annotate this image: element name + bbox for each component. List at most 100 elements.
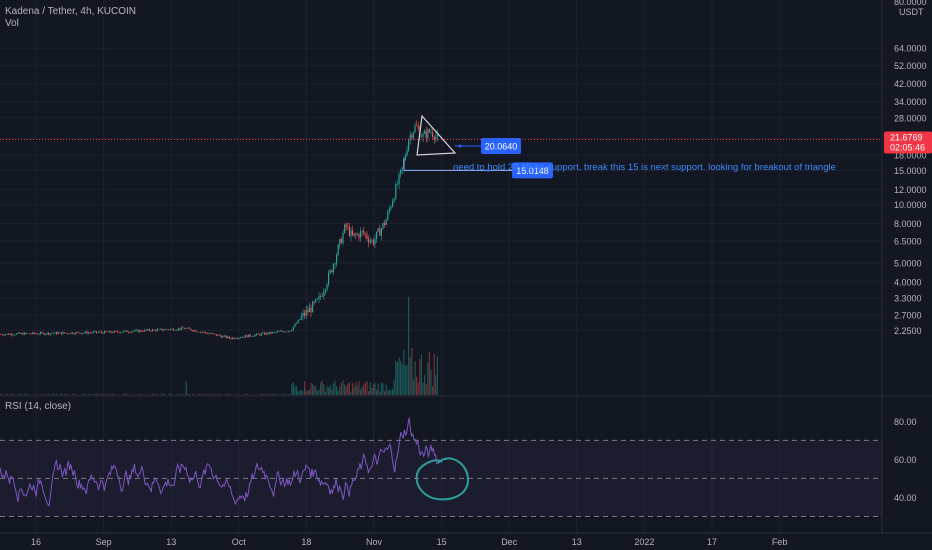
volume-indicator-label[interactable]: Vol [5,18,19,29]
candle-body [420,136,422,138]
candle-body [187,327,189,329]
candle-body [100,331,102,333]
volume-bar [89,394,91,395]
volume-bar [300,389,302,395]
volume-bar [412,379,414,395]
symbol-title[interactable]: Kadena / Tether, 4h, KUCOIN [5,6,137,17]
volume-bar [308,389,310,395]
volume-bar [108,394,110,395]
candle-body [201,331,203,333]
candle-body [251,336,253,337]
candle-body [302,312,304,316]
volume-bar [92,394,94,395]
candle-body [288,330,290,332]
volume-bar [422,382,424,395]
candle-body [256,333,258,335]
candle-body [142,331,144,332]
candle-body [195,330,197,332]
candle-body [360,231,362,238]
candle-body [326,284,328,290]
candle-body [97,332,99,333]
candle-body [67,333,69,334]
volume-bar [129,394,131,395]
candle-body [284,331,286,333]
currency-label: USDT [899,7,924,17]
volume-bar [246,393,248,395]
candle-body [347,226,349,228]
candle-body [161,328,163,331]
price-tick-label: 52.0000 [894,61,927,71]
volume-bar [137,394,139,395]
volume-bar [182,394,184,395]
volume-bar [260,393,262,395]
volume-bar [6,393,8,395]
volume-bar [385,384,387,395]
candle-body [92,331,94,333]
volume-bar [316,390,318,395]
candle-body [416,125,418,126]
candle-body [41,332,43,333]
candle-body [184,328,186,330]
candle-body [233,337,235,339]
time-tick-label: 16 [31,537,41,547]
volume-bar [33,394,35,395]
volume-bar [403,349,405,395]
candle-body [160,328,162,330]
candle-body [43,332,45,335]
volume-bar [417,382,419,395]
candle-body [377,228,379,232]
volume-bar [0,394,2,395]
candle-body [137,329,139,332]
candle-body [217,334,219,336]
volume-bar [360,389,362,395]
price-tick-label: 12.0000 [894,185,927,195]
volume-bar [401,364,403,395]
candle-body [337,244,339,255]
volume-bar [315,385,317,395]
candle-body [404,155,406,161]
candle-body [94,331,96,332]
candle-body [0,334,2,335]
candle-body [204,331,206,333]
volume-bar [24,393,26,395]
candle-body [59,332,61,333]
candle-body [225,335,227,338]
candle-body [324,289,326,292]
candle-body [232,337,234,339]
volume-bar [9,394,11,395]
rsi-indicator-label[interactable]: RSI (14, close) [5,401,72,412]
price-candles [0,120,438,340]
candle-body [25,332,27,334]
volume-bar [321,380,323,395]
price-tick-label: 8.0000 [894,219,922,229]
candle-body [432,132,434,137]
volume-bar [284,393,286,395]
candle-body [80,333,82,334]
candle-body [342,232,344,244]
candle-body [20,333,22,334]
candle-body [168,329,170,331]
volume-bar [323,384,325,395]
volume-bar [270,394,272,395]
candle-body [297,320,299,324]
candle-body [124,330,126,332]
candle-body [291,329,293,332]
volume-bar [148,394,150,395]
candle-body [4,334,6,336]
volume-bar [272,394,274,395]
price-tick-label: 15.0000 [894,166,927,176]
candle-body [436,133,438,137]
candle-body [32,332,34,334]
candle-body [65,333,67,334]
candle-body [88,332,90,334]
volume-bar [305,390,307,395]
candle-body [224,335,226,337]
volume-bar [425,384,427,395]
candle-body [315,299,317,303]
candle-body [352,230,354,236]
candle-body [105,331,107,332]
price-tick-label: 6.5000 [894,236,922,246]
candle-body [115,331,117,332]
